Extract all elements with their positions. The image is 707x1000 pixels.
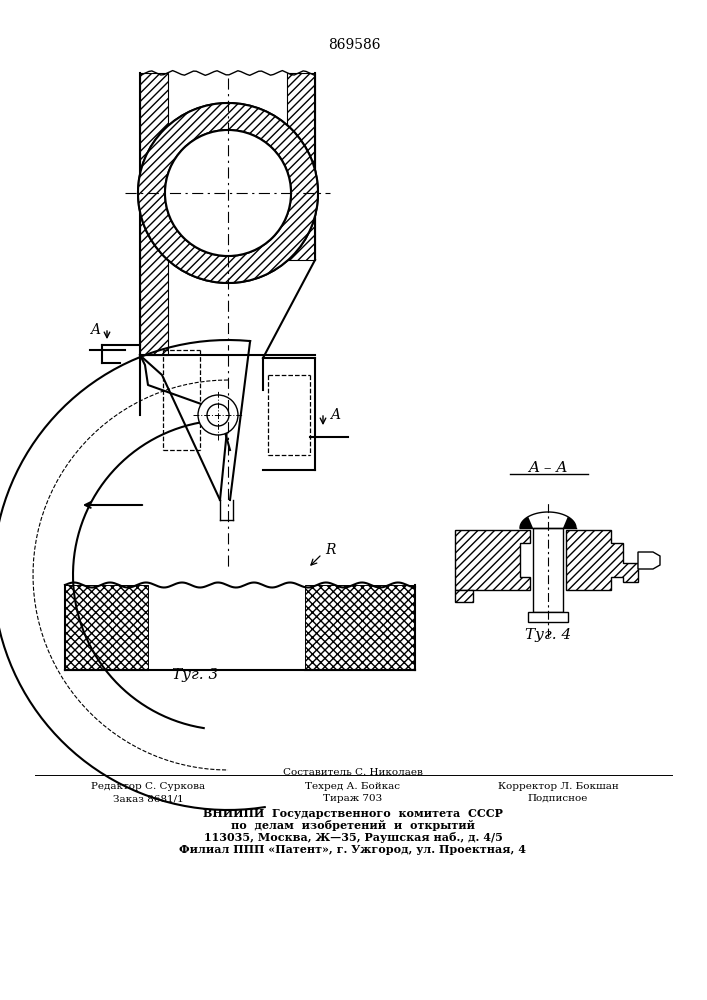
Polygon shape	[287, 73, 315, 260]
Polygon shape	[65, 585, 148, 670]
Text: 869586: 869586	[328, 38, 380, 52]
Polygon shape	[305, 585, 415, 670]
Text: Заказ 8681/1: Заказ 8681/1	[112, 794, 183, 803]
Text: R: R	[325, 543, 336, 557]
Text: Τуг. 3: Τуг. 3	[172, 668, 218, 682]
Bar	[528, 612, 568, 622]
Bar	[168, 73, 287, 355]
Circle shape	[138, 103, 318, 283]
Polygon shape	[563, 517, 576, 528]
Text: A: A	[330, 408, 340, 422]
Text: 113035, Москва, Ж—35, Раушская наб., д. 4/5: 113035, Москва, Ж—35, Раушская наб., д. …	[204, 832, 503, 843]
Polygon shape	[455, 590, 473, 602]
Text: Техред А. Бойкас: Техред А. Бойкас	[305, 782, 400, 791]
Text: Редактор С. Суркова: Редактор С. Суркова	[91, 782, 205, 791]
Text: Подписное: Подписное	[528, 794, 588, 803]
Polygon shape	[566, 530, 638, 590]
Text: Филиал ППП «Патент», г. Ужгород, ул. Проектная, 4: Филиал ППП «Патент», г. Ужгород, ул. Про…	[180, 844, 527, 855]
Polygon shape	[520, 517, 533, 528]
Circle shape	[198, 395, 238, 435]
Text: ВНИИПИ  Государственного  комитета  СССР: ВНИИПИ Государственного комитета СССР	[203, 808, 503, 819]
Circle shape	[165, 130, 291, 256]
Text: Составитель С. Николаев: Составитель С. Николаев	[283, 768, 423, 777]
Circle shape	[207, 404, 229, 426]
Polygon shape	[455, 530, 530, 590]
Text: A – A: A – A	[528, 461, 568, 475]
Text: Корректор Л. Бокшан: Корректор Л. Бокшан	[498, 782, 619, 791]
Polygon shape	[638, 552, 660, 569]
Polygon shape	[140, 73, 168, 355]
Text: Тираж 703: Тираж 703	[323, 794, 382, 803]
Text: A: A	[90, 323, 100, 337]
Text: Τуг. 4: Τуг. 4	[525, 628, 571, 642]
Text: по  делам  изобретений  и  открытий: по делам изобретений и открытий	[231, 820, 475, 831]
Bar	[533, 528, 563, 612]
